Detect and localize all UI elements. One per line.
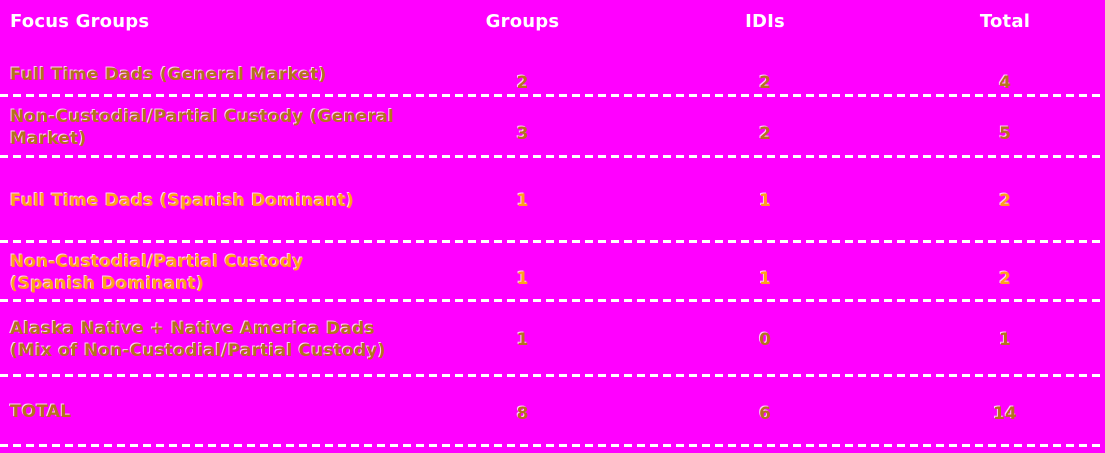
groups-value: 1 [516, 268, 529, 289]
total-value: 5 [999, 123, 1011, 144]
table-row: Non-Custodial/Partial Custody (Spanish D… [0, 243, 1105, 302]
groups-value: 2 [516, 72, 529, 93]
row-label: Alaska Native + Native America Dads (Mix… [10, 318, 386, 361]
idis-value: 1 [759, 268, 771, 289]
total-value: 2 [999, 190, 1011, 211]
table-row: Non-Custodial/Partial Custody (General M… [0, 97, 1105, 158]
groups-value: 3 [516, 123, 529, 144]
row-label: Non-Custodial/Partial Custody (Spanish D… [10, 251, 304, 294]
row-label: Non-Custodial/Partial Custody (General M… [10, 106, 394, 149]
table-header-row: Focus Groups Groups IDIs Total [0, 0, 1105, 52]
total-value: 4 [999, 72, 1011, 93]
column-header-idis: IDIs [745, 11, 785, 32]
groups-value: 1 [516, 190, 529, 211]
groups-value: 1 [516, 329, 529, 350]
row-label: Full Time Dads (Spanish Dominant) [10, 190, 355, 211]
total-row-label: TOTAL [10, 402, 72, 422]
table-row: Full Time Dads (Spanish Dominant) 1 1 2 [0, 158, 1105, 243]
total-value: 1 [999, 329, 1011, 350]
idis-value: 2 [759, 123, 771, 144]
table-row: Full Time Dads (General Market) 2 2 4 [0, 52, 1105, 97]
idis-value: 2 [759, 72, 771, 93]
total-total-value: 14 [993, 404, 1017, 424]
column-header-focus-groups: Focus Groups [10, 11, 150, 32]
column-header-groups: Groups [485, 11, 560, 32]
idis-value: 0 [759, 329, 771, 350]
total-value: 2 [999, 268, 1011, 289]
table-row: Alaska Native + Native America Dads (Mix… [0, 302, 1105, 377]
groups-total-value: 8 [516, 404, 529, 424]
idis-value: 1 [759, 190, 771, 211]
idis-total-value: 6 [759, 404, 771, 424]
table-total-row: TOTAL 8 6 14 [0, 377, 1105, 447]
row-label: Full Time Dads (General Market) [10, 64, 327, 85]
column-header-total: Total [979, 11, 1031, 32]
